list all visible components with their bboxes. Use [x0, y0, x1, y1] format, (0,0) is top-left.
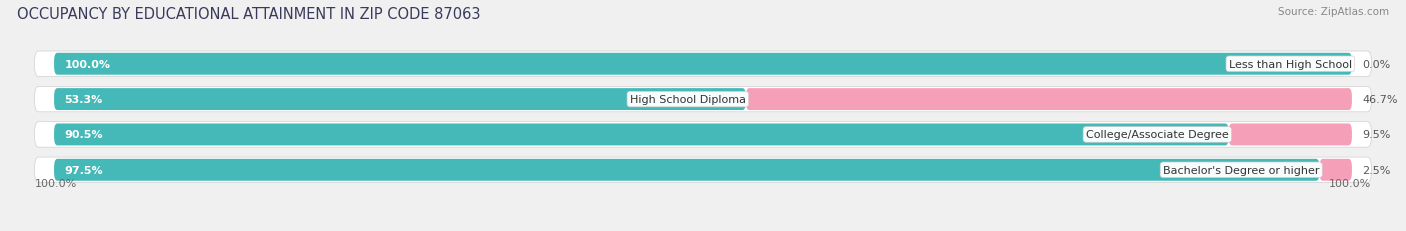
- Text: 0.0%: 0.0%: [1362, 59, 1391, 70]
- Text: OCCUPANCY BY EDUCATIONAL ATTAINMENT IN ZIP CODE 87063: OCCUPANCY BY EDUCATIONAL ATTAINMENT IN Z…: [17, 7, 481, 22]
- Text: 2.5%: 2.5%: [1362, 165, 1391, 175]
- Text: 100.0%: 100.0%: [65, 59, 111, 70]
- Text: 100.0%: 100.0%: [35, 178, 77, 188]
- Text: 9.5%: 9.5%: [1362, 130, 1391, 140]
- FancyBboxPatch shape: [745, 89, 1353, 111]
- Text: 90.5%: 90.5%: [65, 130, 103, 140]
- FancyBboxPatch shape: [1319, 159, 1353, 181]
- Text: High School Diploma: High School Diploma: [630, 95, 745, 105]
- Text: 97.5%: 97.5%: [65, 165, 103, 175]
- FancyBboxPatch shape: [1229, 124, 1353, 146]
- Text: Bachelor's Degree or higher: Bachelor's Degree or higher: [1163, 165, 1319, 175]
- FancyBboxPatch shape: [53, 124, 1229, 146]
- Text: Source: ZipAtlas.com: Source: ZipAtlas.com: [1278, 7, 1389, 17]
- Text: Less than High School: Less than High School: [1229, 59, 1353, 70]
- FancyBboxPatch shape: [35, 87, 1371, 112]
- FancyBboxPatch shape: [53, 89, 745, 111]
- FancyBboxPatch shape: [53, 54, 1353, 75]
- Text: 53.3%: 53.3%: [65, 95, 103, 105]
- FancyBboxPatch shape: [35, 52, 1371, 77]
- FancyBboxPatch shape: [35, 122, 1371, 148]
- FancyBboxPatch shape: [53, 159, 1319, 181]
- Text: 100.0%: 100.0%: [1329, 178, 1371, 188]
- Text: 46.7%: 46.7%: [1362, 95, 1398, 105]
- Text: College/Associate Degree: College/Associate Degree: [1085, 130, 1229, 140]
- FancyBboxPatch shape: [35, 157, 1371, 183]
